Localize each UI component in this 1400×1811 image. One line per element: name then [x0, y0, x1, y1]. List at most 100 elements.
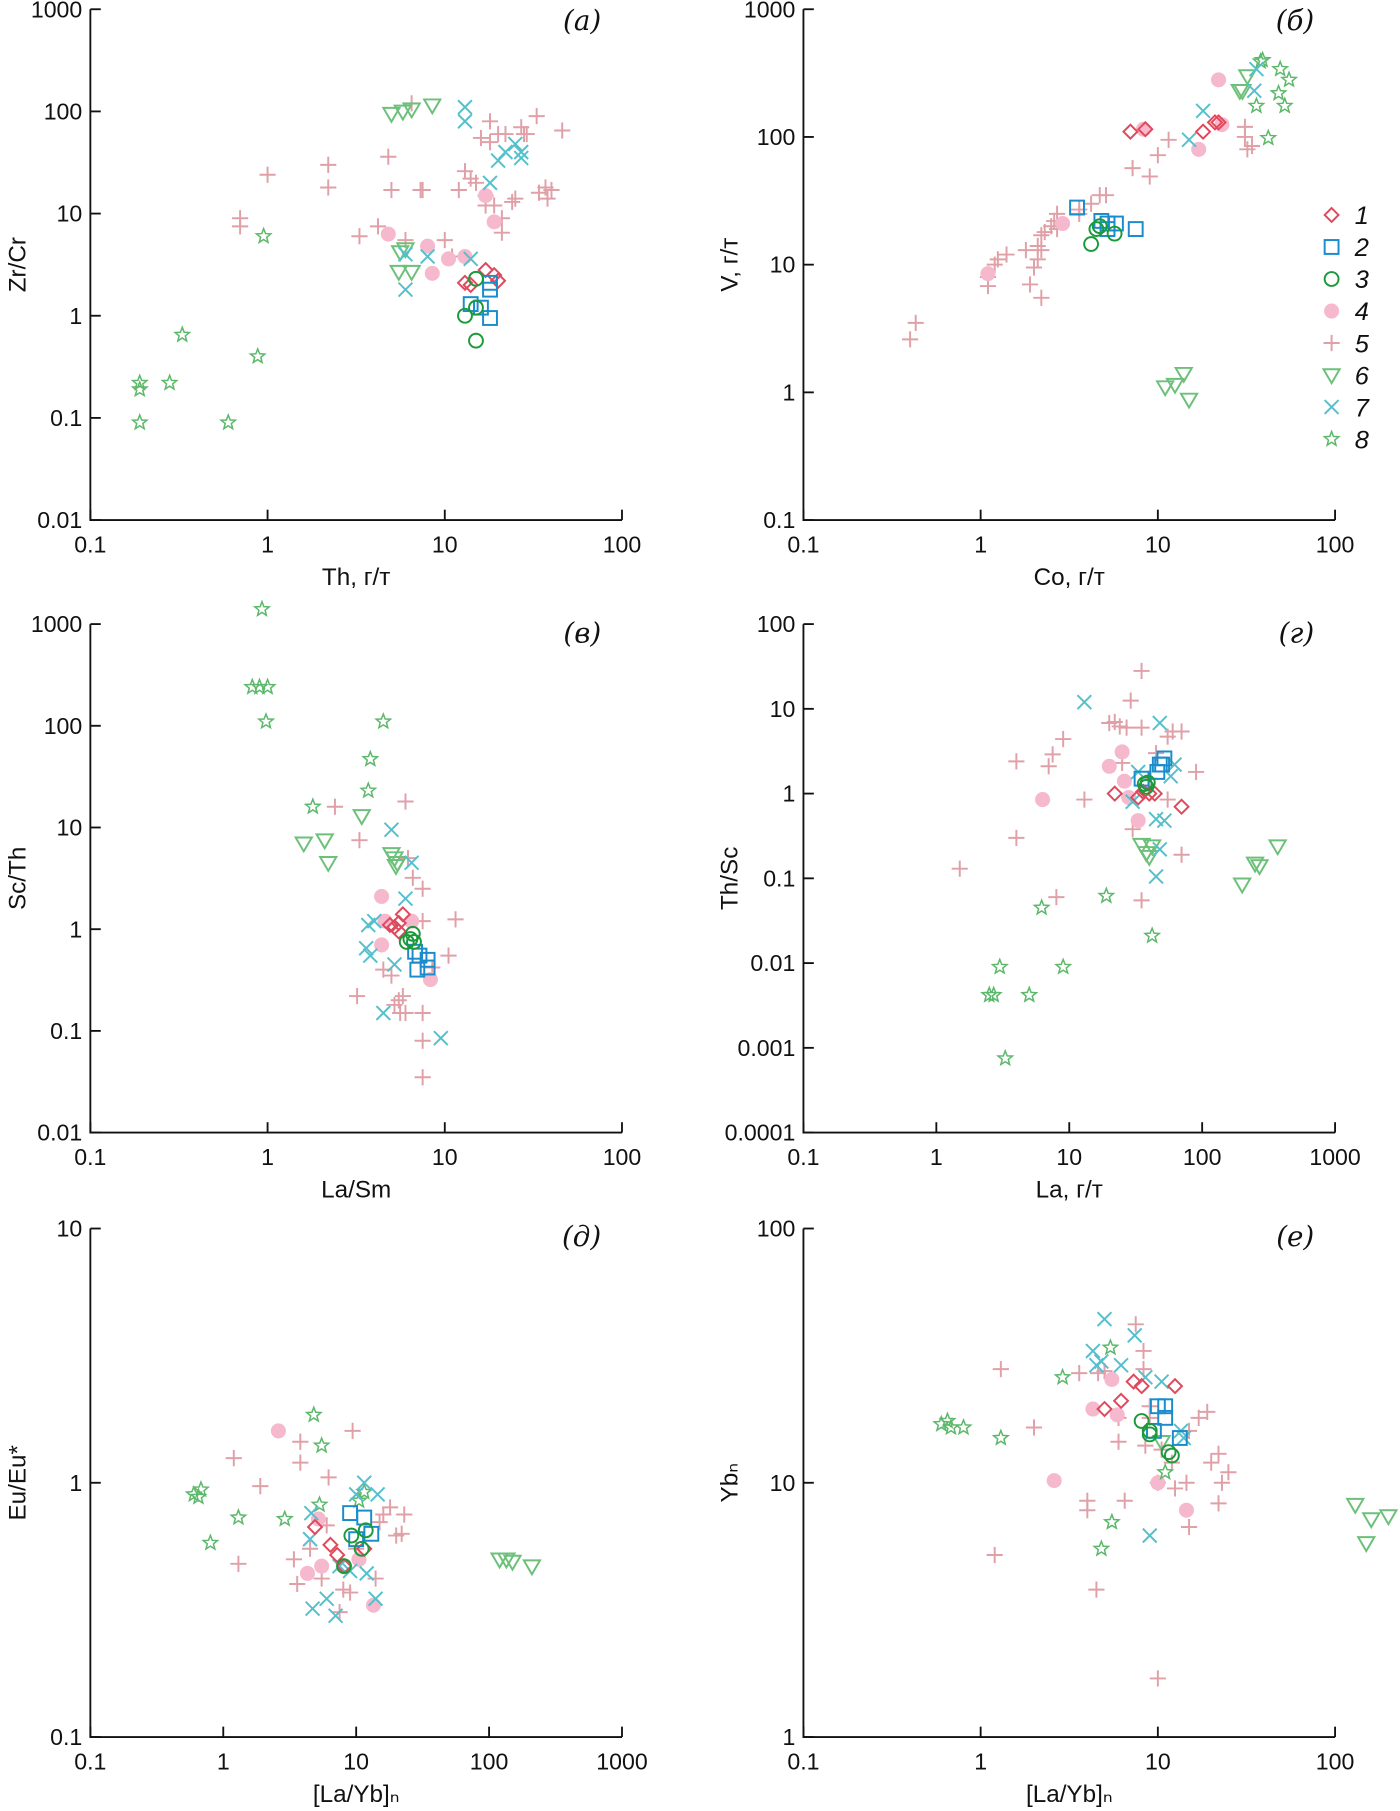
series-7-point [1076, 694, 1093, 710]
series-6-point [401, 102, 422, 120]
series-4-point [457, 248, 473, 265]
series-7-point [304, 1600, 321, 1617]
y-tick-label: 0.1 [50, 1724, 82, 1750]
series-8-point [374, 712, 393, 730]
y-tick-label: 100 [44, 99, 83, 125]
series-8-point [130, 373, 149, 391]
square-marker-icon [1323, 239, 1340, 255]
series-5-point [230, 1555, 247, 1572]
series-8-point [229, 1507, 248, 1526]
series-8-point [1156, 1462, 1175, 1481]
series-1-point [1194, 123, 1212, 140]
x-tick-label: 100 [1183, 1144, 1222, 1170]
series-4-point [1114, 744, 1130, 760]
series-5-point [414, 1069, 431, 1086]
series-4-point [1109, 1407, 1125, 1423]
x-axis-label: Th, г/т [322, 564, 390, 591]
panel-label: (д) [562, 1220, 601, 1253]
series-8-point [191, 1480, 211, 1498]
series-5-point [1008, 829, 1025, 846]
series-7-point [369, 1486, 386, 1503]
x-tick-label: 100 [603, 1144, 642, 1170]
series-7-point [482, 175, 498, 191]
series-3-point [1160, 1444, 1177, 1461]
series-6-point [388, 264, 409, 282]
series-7-point [457, 113, 473, 129]
y-tick-label: 0.001 [738, 1035, 796, 1061]
x-tick-label: 10 [432, 531, 458, 557]
x-tick-label: 100 [470, 1748, 509, 1774]
panel-label: (в) [563, 617, 601, 650]
series-8-point [359, 781, 378, 799]
series-2-point [473, 299, 489, 316]
series-1-point [1173, 798, 1190, 816]
x-tick-label: 1 [261, 1144, 274, 1170]
series-5-point [1122, 692, 1139, 709]
series-8-point [173, 325, 192, 343]
series-6-point [1237, 69, 1258, 87]
x-tick-label: 1 [217, 1748, 230, 1774]
series-1-point [1210, 114, 1227, 131]
series-5-point [351, 832, 368, 849]
y-tick-label: 1000 [744, 0, 795, 22]
series-4-point [486, 214, 502, 230]
series-7-point [513, 150, 529, 166]
series-6-point [1229, 83, 1250, 101]
series-7-point [319, 1591, 335, 1607]
legend-label: 1 [1355, 202, 1369, 230]
series-8-point [1032, 898, 1051, 916]
series-1-point [1112, 1392, 1130, 1410]
series-8-point [1271, 59, 1290, 77]
series-5-point [1083, 195, 1100, 212]
series-5-point [1178, 1474, 1195, 1491]
series-7-point [403, 855, 420, 871]
scatter-panel: 0.1 1 10 100 1000 0.0001 0.001 0.01 0.1 1 10 100 La,… [717, 611, 1361, 1203]
series-4-point [478, 188, 494, 204]
series-3-point [357, 1522, 374, 1539]
axes-spine [89, 624, 622, 1134]
legend-item: 1 [1323, 202, 1369, 230]
series-1-point [489, 272, 507, 290]
series-7-point [1093, 1353, 1109, 1370]
series-7-point [507, 136, 523, 152]
cross-marker-icon [1323, 399, 1340, 415]
series-8-point [991, 1428, 1010, 1446]
series-8-point [990, 957, 1009, 975]
series-7-point [1156, 812, 1173, 829]
series-4-point [1104, 1371, 1120, 1387]
series-3-point [1163, 1447, 1180, 1464]
series-7-point [1085, 1343, 1101, 1359]
series-8-point [130, 379, 149, 398]
x-tick-label: 0.1 [74, 531, 106, 557]
diamond-marker-icon [1323, 206, 1340, 224]
series-5-point [351, 228, 368, 245]
series-8-point [1259, 128, 1278, 146]
series-5-point [992, 1360, 1009, 1378]
series-8-point [1097, 886, 1116, 904]
series-5-point [1033, 242, 1050, 259]
x-tick-label: 1 [261, 531, 274, 557]
series-6-point [1245, 856, 1265, 874]
legend: 1 2 3 4 5 6 7 8 [1321, 202, 1370, 454]
series-5-point [539, 190, 556, 207]
series-4-point [980, 266, 996, 282]
series-5-point [342, 1584, 359, 1601]
series-4-point [422, 972, 438, 988]
series-5-point [481, 134, 499, 151]
series-3-point [1083, 236, 1100, 252]
y-tick-label: 10 [770, 1470, 796, 1496]
y-tick-label: 1 [782, 781, 795, 807]
series-1-point [1133, 1377, 1150, 1395]
y-tick-label: 10 [770, 252, 796, 278]
series-7-point [1248, 61, 1265, 77]
series-5-point [292, 1454, 309, 1471]
x-tick-label: 0.1 [787, 1748, 819, 1774]
series-8-point [130, 412, 149, 431]
series-2-point [1069, 199, 1085, 216]
series-7-point [1246, 83, 1262, 99]
y-axis-label: Eu/Eu* [5, 1444, 32, 1520]
y-axis-label: Sc/Th [5, 847, 32, 910]
legend-label: 8 [1355, 426, 1369, 454]
series-5-point [1173, 846, 1190, 863]
